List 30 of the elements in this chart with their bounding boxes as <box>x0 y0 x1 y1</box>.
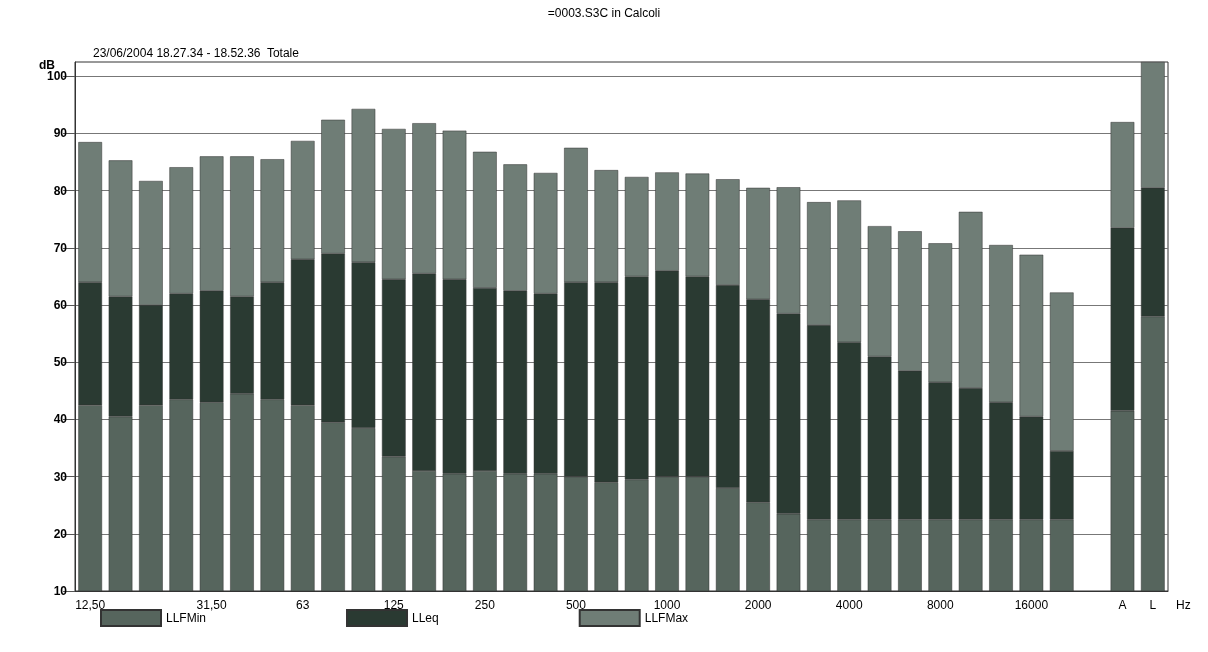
x-tick-label: 12,50 <box>75 598 106 612</box>
legend-label: LLFMin <box>166 611 207 625</box>
y-tick-label: 70 <box>53 240 68 255</box>
y-tick-label: 30 <box>53 469 68 484</box>
x-tick-label: 31,50 <box>196 598 227 612</box>
chart-subtitle: 23/06/2004 18.27.34 - 18.52.36 Totale <box>93 46 300 60</box>
y-tick-label: 20 <box>53 526 68 541</box>
x-tick-label: 500 <box>565 598 587 612</box>
y-tick-label: 40 <box>53 412 68 427</box>
x-tick-label: 4000 <box>835 598 863 612</box>
y-tick-label: 50 <box>53 355 68 370</box>
y-tick-label: 60 <box>53 298 68 313</box>
legend-label: LLFMax <box>644 611 689 625</box>
y-tick-label: 100 <box>46 69 68 84</box>
x-tick-label: 125 <box>383 598 405 612</box>
x-tick-label: L <box>1149 598 1157 612</box>
y-tick-label: 10 <box>53 584 68 598</box>
x-tick-label: 1000 <box>653 598 681 612</box>
x-axis-title: Hz <box>1176 598 1191 612</box>
legend-label: LLeq <box>412 611 439 625</box>
x-tick-label: A <box>1118 598 1127 612</box>
chart-title: =0003.S3C in Calcoli <box>547 6 661 20</box>
x-tick-label: 2000 <box>744 598 772 612</box>
x-tick-label: 63 <box>296 598 310 612</box>
x-tick-label: 250 <box>474 598 496 612</box>
y-tick-label: 80 <box>53 183 68 198</box>
x-tick-label: 16000 <box>1014 598 1049 612</box>
y-axis-title: dB <box>39 58 56 72</box>
x-tick-label: 8000 <box>926 598 954 612</box>
y-tick-label: 90 <box>53 126 68 141</box>
